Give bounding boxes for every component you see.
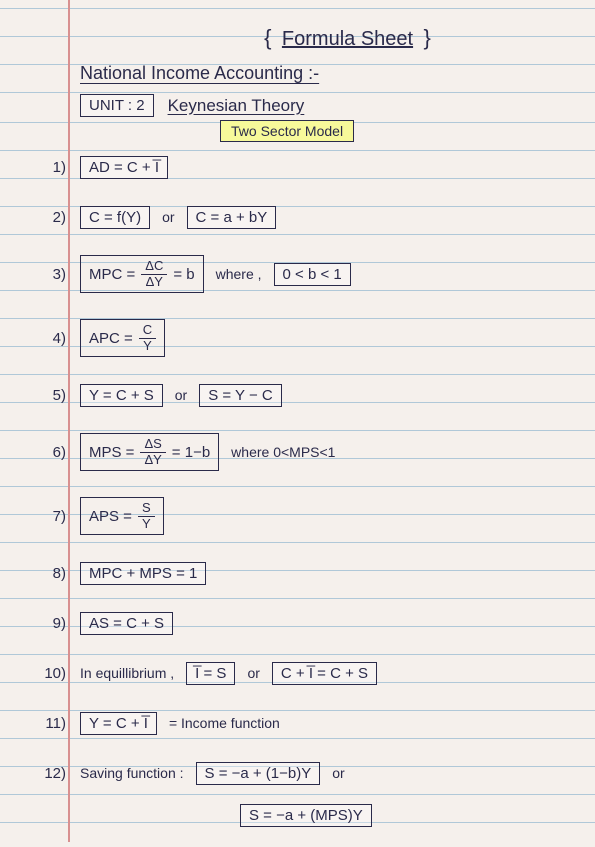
denominator: ΔY (140, 453, 165, 467)
formula-box: APC = C Y (80, 319, 165, 357)
numerator: S (138, 501, 155, 516)
formula-box: MPC = ΔC ΔY = b (80, 255, 204, 293)
equals: = 1−b (172, 444, 210, 461)
brace-right: } (424, 25, 431, 50)
formula-box: C = a + bY (187, 206, 277, 229)
formula-box: AD = C + I̅ (80, 156, 168, 179)
content-area: { Formula Sheet } National Income Accoun… (80, 25, 575, 847)
formula-box: Y = C + I̅ (80, 712, 157, 735)
post-text: = Income function (169, 715, 280, 731)
formula-box: S = Y − C (199, 384, 282, 407)
model-row: Two Sector Model (220, 123, 575, 141)
formula-box: Y = C + S (80, 384, 163, 407)
numerator: ΔC (141, 259, 167, 274)
lhs: APC = (89, 330, 133, 347)
connector: or (332, 765, 344, 781)
lhs: APS = (89, 508, 132, 525)
subtitle: National Income Accounting :- (80, 63, 319, 83)
note: where , (216, 266, 262, 282)
formula-box: C = f(Y) (80, 206, 150, 229)
row-number: 12) (40, 765, 66, 782)
formula-row-9: 9) AS = C + S (80, 605, 575, 641)
pre-text: Saving function : (80, 765, 184, 781)
unit-label: UNIT : 2 (80, 94, 154, 117)
row-number: 2) (40, 209, 66, 226)
formula-box: MPC + MPS = 1 (80, 562, 206, 585)
row-number: 9) (40, 615, 66, 632)
subtitle-row: National Income Accounting :- (80, 63, 575, 84)
row-number: 7) (40, 508, 66, 525)
formula-row-8: 8) MPC + MPS = 1 (80, 555, 575, 591)
connector: or (162, 209, 174, 225)
fraction: C Y (139, 323, 156, 353)
note: where 0<MPS<1 (231, 444, 335, 460)
unit-row: UNIT : 2 Keynesian Theory (80, 94, 575, 117)
lhs: MPS = (89, 444, 134, 461)
formula-box: C + I̅ = C + S (272, 662, 377, 685)
formula-box: S = −a + (1−b)Y (196, 762, 321, 785)
condition-box: 0 < b < 1 (274, 263, 351, 286)
formula-box: AS = C + S (80, 612, 173, 635)
row-number: 1) (40, 159, 66, 176)
denominator: Y (138, 517, 155, 531)
formula-row-4: 4) APC = C Y (80, 313, 575, 363)
equals: = b (173, 266, 194, 283)
formula-row-2: 2) C = f(Y) or C = a + bY (80, 199, 575, 235)
fraction: ΔC ΔY (141, 259, 167, 289)
row-number: 8) (40, 565, 66, 582)
fraction: S Y (138, 501, 155, 531)
formula-box: APS = S Y (80, 497, 164, 535)
connector: or (247, 665, 259, 681)
row-number: 5) (40, 387, 66, 404)
lhs: MPC = (89, 266, 135, 283)
denominator: ΔY (142, 275, 167, 289)
formula-box: I̅ = S (186, 662, 235, 685)
row-number: 4) (40, 330, 66, 347)
theory-label: Keynesian Theory (168, 96, 305, 116)
formula-box: MPS = ΔS ΔY = 1−b (80, 433, 219, 471)
model-label: Two Sector Model (220, 120, 354, 142)
row-number: 10) (40, 665, 66, 682)
numerator: C (139, 323, 156, 338)
margin-rule (68, 0, 70, 842)
row-number: 11) (40, 715, 66, 732)
pre-text: In equillibrium , (80, 665, 174, 681)
row-number: 6) (40, 444, 66, 461)
formula-row-10: 10) In equillibrium , I̅ = S or C + I̅ =… (80, 655, 575, 691)
formula-row-12: 12) Saving function : S = −a + (1−b)Y or… (80, 755, 575, 833)
formula-row-3: 3) MPC = ΔC ΔY = b where , 0 < b < 1 (80, 249, 575, 299)
row-number: 3) (40, 266, 66, 283)
fraction: ΔS ΔY (140, 437, 165, 467)
formula-row-7: 7) APS = S Y (80, 491, 575, 541)
notebook-paper: { Formula Sheet } National Income Accoun… (0, 0, 595, 842)
title-row: { Formula Sheet } (120, 25, 575, 51)
formula-row-1: 1) AD = C + I̅ (80, 149, 575, 185)
numerator: ΔS (140, 437, 165, 452)
brace-left: { (264, 25, 271, 50)
formula-row-6: 6) MPS = ΔS ΔY = 1−b where 0<MPS<1 (80, 427, 575, 477)
denominator: Y (139, 339, 156, 353)
page-title: Formula Sheet (276, 28, 419, 50)
connector: or (175, 387, 187, 403)
formula-row-5: 5) Y = C + S or S = Y − C (80, 377, 575, 413)
formula-row-11: 11) Y = C + I̅ = Income function (80, 705, 575, 741)
formula-box: S = −a + (MPS)Y (240, 804, 372, 827)
